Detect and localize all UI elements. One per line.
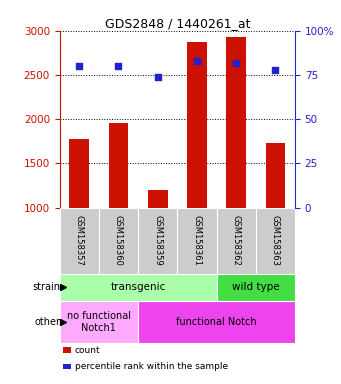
Text: GSM158360: GSM158360 [114, 215, 123, 266]
Bar [60, 274, 217, 301]
Bar [99, 208, 138, 274]
Bar [60, 301, 138, 343]
Point [233, 60, 239, 66]
Point [272, 66, 278, 73]
Text: strain: strain [32, 282, 60, 292]
Bar [187, 42, 207, 208]
Bar [177, 208, 217, 274]
Text: functional Notch: functional Notch [176, 317, 257, 327]
Bar [226, 37, 246, 208]
Title: GDS2848 / 1440261_at: GDS2848 / 1440261_at [105, 17, 250, 30]
Bar [63, 364, 72, 369]
Bar [266, 142, 285, 208]
Bar [138, 301, 295, 343]
Text: transgenic: transgenic [110, 282, 166, 292]
Point [194, 58, 199, 64]
Text: GSM158359: GSM158359 [153, 215, 162, 266]
Text: no functional
Notch1: no functional Notch1 [67, 311, 131, 333]
Bar [70, 139, 89, 208]
Text: count: count [75, 346, 101, 354]
Bar [217, 208, 256, 274]
Text: wild type: wild type [232, 282, 280, 292]
Bar [256, 208, 295, 274]
Text: GSM158362: GSM158362 [232, 215, 241, 266]
Bar [138, 208, 177, 274]
Bar [60, 208, 99, 274]
Text: other: other [34, 317, 60, 327]
Text: GSM158357: GSM158357 [75, 215, 84, 266]
Bar [109, 123, 128, 208]
Bar [148, 190, 167, 208]
Point [155, 74, 160, 80]
Text: percentile rank within the sample: percentile rank within the sample [75, 362, 228, 371]
Bar [63, 347, 72, 353]
Bar [217, 274, 295, 301]
Text: GSM158363: GSM158363 [271, 215, 280, 266]
Text: GSM158361: GSM158361 [192, 215, 202, 266]
Point [116, 63, 121, 69]
Point [76, 63, 82, 69]
